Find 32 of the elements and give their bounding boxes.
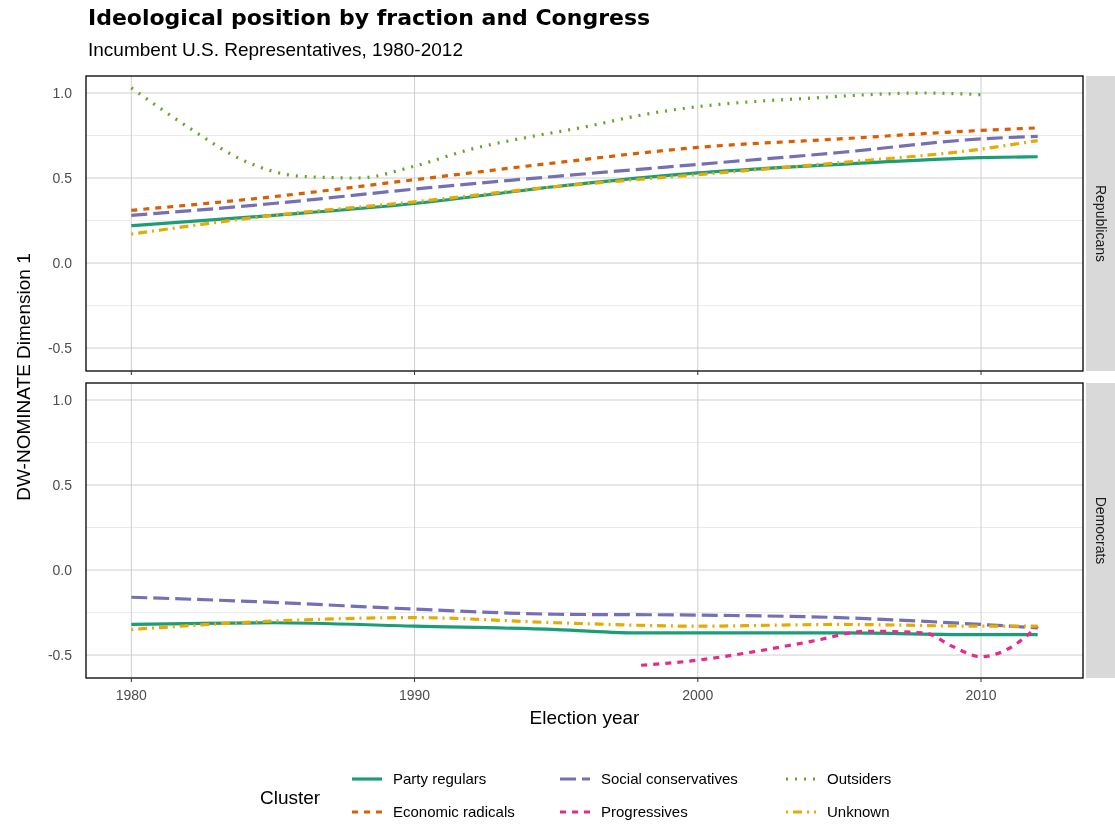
chart-subtitle: Incumbent U.S. Representatives, 1980-2012 xyxy=(88,39,463,60)
x-tick-label: 1990 xyxy=(398,687,431,703)
y-tick-label: 0.0 xyxy=(52,561,73,578)
y-tick-label: 0.5 xyxy=(52,169,73,186)
legend-label: Outsiders xyxy=(827,770,892,788)
text: Republicans xyxy=(1092,184,1109,263)
y-axis-title: DW-NOMINATE Dimension 1 xyxy=(13,253,34,501)
legend-label: Party regulars xyxy=(393,770,487,788)
line-series xyxy=(129,134,1040,218)
legend-label: Unknown xyxy=(827,803,890,821)
line-series xyxy=(129,621,1040,637)
line-series xyxy=(129,616,1040,632)
y-tick-label: 0.0 xyxy=(52,254,73,271)
text: Democrats xyxy=(1092,496,1109,565)
x-axis-title: Election year xyxy=(529,707,641,728)
legend-label: Social conservatives xyxy=(601,770,738,788)
y-tick-label: 1.0 xyxy=(52,84,73,101)
y-tick-label: 1.0 xyxy=(52,391,73,408)
chart-title: Ideological position by fraction and Congress xyxy=(88,5,651,30)
line-series xyxy=(129,595,1040,630)
line-series xyxy=(129,139,1040,236)
line-series xyxy=(639,624,1040,667)
legend-title: Cluster xyxy=(260,787,321,808)
legend-label: Progressives xyxy=(601,803,688,821)
y-tick-label: 0.5 xyxy=(52,476,73,493)
y-tick-label: -0.5 xyxy=(47,339,73,356)
x-tick-label: 1980 xyxy=(115,687,148,703)
x-tick-label: 2010 xyxy=(965,687,997,703)
x-tick-label: 2000 xyxy=(682,687,714,703)
legend-label: Economic radicals xyxy=(393,803,515,821)
line-series xyxy=(129,86,983,180)
y-tick-label: -0.5 xyxy=(47,646,73,663)
